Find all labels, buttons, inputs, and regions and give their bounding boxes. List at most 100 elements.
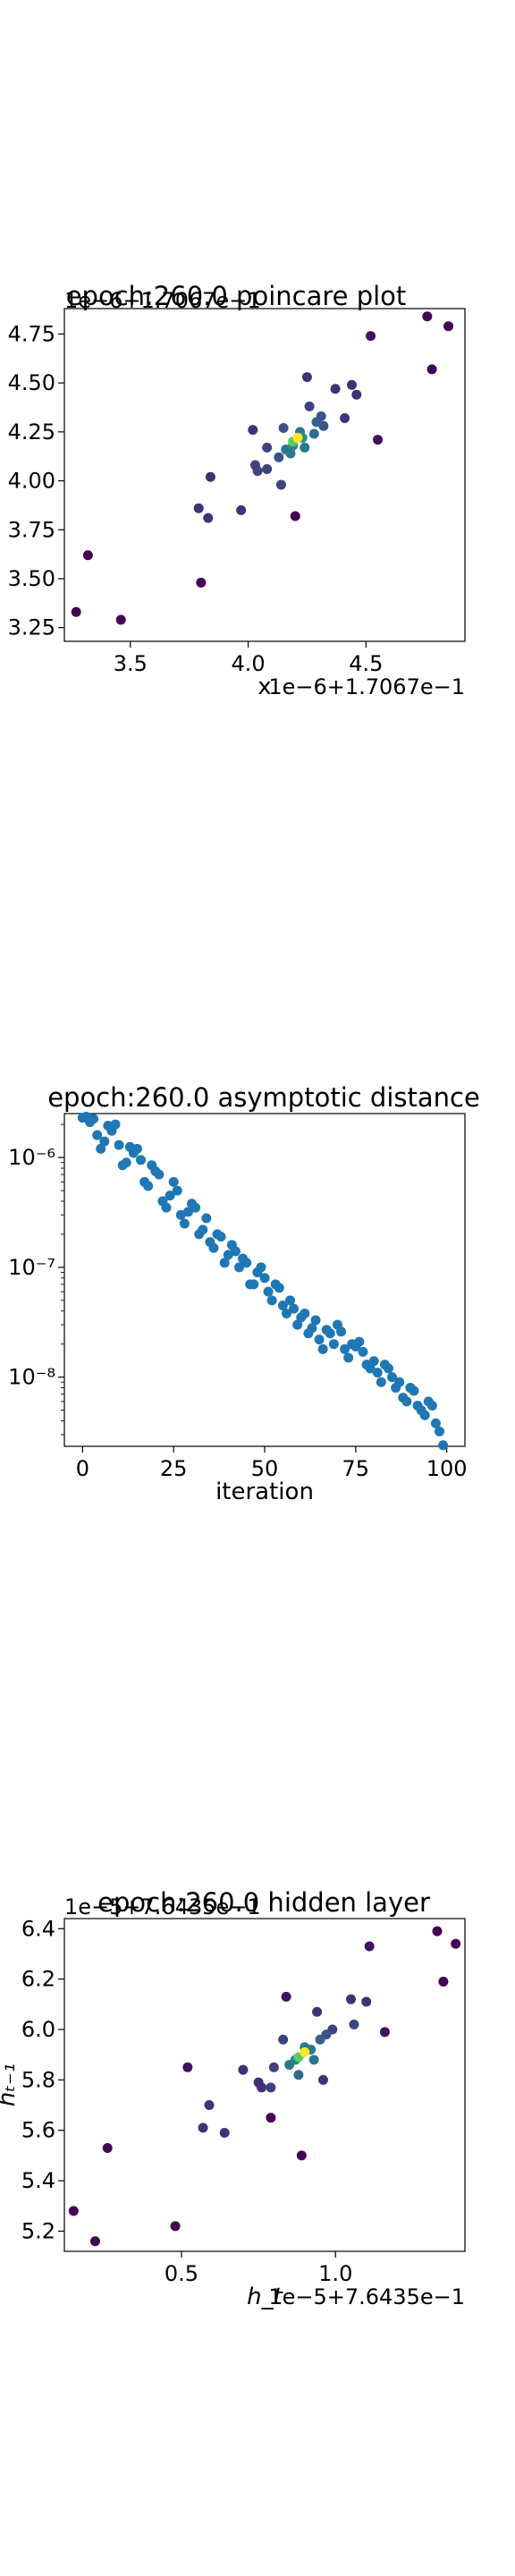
y-tick-label: 10⁻⁸: [8, 1365, 55, 1390]
scatter-point: [443, 321, 454, 332]
y-tick-label: 10⁻⁶: [8, 1145, 55, 1170]
scatter-point: [203, 513, 214, 523]
scatter-point: [293, 2070, 304, 2080]
scatter-point: [354, 1336, 365, 1347]
scatter-point: [196, 577, 207, 588]
hidden-layer-chart: epoch:260.0 hidden layer 1e−5+7.6435e−1 …: [0, 1887, 466, 2310]
scatter-point: [312, 2006, 323, 2017]
scatter-point: [314, 1335, 325, 1345]
scatter-point: [161, 1202, 172, 1213]
scatter-point: [121, 1157, 131, 1168]
scatter-point: [310, 1315, 321, 1326]
scatter-point: [434, 1426, 444, 1436]
scatter-point: [143, 1181, 154, 1191]
poincare-plot-title: epoch:260.0 poincare plot: [66, 281, 407, 311]
scatter-point: [89, 2236, 100, 2247]
y-tick-label: 10⁻⁷: [8, 1255, 55, 1280]
poincare-plot-y-offset-label: 1e−6+1.7067e−1: [64, 288, 261, 313]
poincare-plot-chart: epoch:260.0 poincare plot 1e−6+1.7067e−1…: [8, 281, 466, 700]
hidden-layer-axes-frame: [63, 1918, 466, 2252]
scatter-point: [351, 389, 362, 400]
scatter-point: [102, 2142, 113, 2153]
hidden-layer-x-axis-label: h_t: [247, 2284, 283, 2310]
hidden-layer-ticks: 0.5 1.0 5.2 5.4 5.6 5.8 6.0 6.2 6.4: [21, 1916, 353, 2286]
scatter-point: [343, 1352, 354, 1363]
scatter-point: [205, 471, 215, 482]
scatter-point: [401, 1396, 412, 1407]
scatter-point: [358, 1346, 368, 1357]
scatter-point: [193, 503, 204, 513]
scatter-point: [372, 1368, 383, 1378]
y-tick-label: 4.75: [8, 321, 55, 346]
hidden-layer-y-axis-label: hₜ₋₁: [0, 2063, 21, 2106]
scatter-point: [419, 1410, 430, 1420]
scatter-point: [168, 1176, 179, 1187]
scatter-point: [345, 1994, 356, 2004]
scatter-point: [394, 1377, 405, 1387]
scatter-point: [304, 401, 315, 411]
scatter-point: [409, 1385, 419, 1396]
y-tick-label: 3.50: [8, 566, 55, 591]
scatter-point: [238, 2064, 249, 2075]
scatter-point: [215, 1232, 226, 1242]
scatter-point: [349, 2019, 359, 2029]
scatter-point: [426, 364, 437, 375]
scatter-point: [376, 1377, 386, 1387]
scatter-point: [432, 1926, 443, 1936]
scatter-point: [223, 1250, 233, 1260]
scatter-point: [236, 504, 247, 515]
scatter-point: [366, 331, 376, 342]
scatter-point: [268, 2062, 279, 2072]
asymptotic-distance-ticks: 0 25 50 75 100 10⁻⁸ 10⁻⁷ 10⁻⁶: [8, 1123, 468, 1481]
scatter-point: [190, 1202, 201, 1213]
scatter-point: [266, 2082, 276, 2093]
scatter-point: [170, 2221, 181, 2232]
hidden-layer-x-offset-label: 1e−5+7.6435e−1: [268, 2284, 465, 2309]
scatter-point: [300, 442, 310, 453]
scatter-point: [281, 1308, 291, 1318]
scatter-point: [99, 1136, 110, 1147]
scatter-point: [285, 448, 296, 459]
scatter-point: [266, 2113, 276, 2123]
scatter-point: [198, 2123, 208, 2133]
x-tick-label: 4.0: [231, 651, 265, 676]
scatter-point: [301, 372, 312, 383]
scatter-point: [347, 379, 358, 390]
x-tick-label: 0: [76, 1456, 89, 1481]
scatter-point: [365, 1363, 376, 1374]
y-tick-label: 6.2: [21, 1967, 55, 1992]
scatter-point: [278, 422, 289, 433]
hidden-layer-points: [68, 1926, 461, 2247]
scatter-point: [300, 2046, 310, 2057]
y-tick-label: 5.8: [21, 2067, 55, 2092]
scatter-point: [266, 1295, 277, 1306]
scatter-point: [372, 435, 383, 445]
x-tick-label: 50: [251, 1456, 279, 1481]
poincare-plot-x-offset-label: 1e−6+1.7067e−1: [268, 674, 465, 699]
scatter-point: [383, 1363, 393, 1374]
scatter-point: [68, 2206, 79, 2216]
scatter-point: [259, 1273, 270, 1284]
scatter-point: [364, 1941, 375, 1952]
hidden-layer-title: epoch:260.0 hidden layer: [97, 1887, 430, 1918]
scatter-point: [438, 1976, 449, 1987]
x-tick-label: 1.0: [318, 2261, 352, 2286]
scatter-point: [422, 311, 433, 322]
scatter-point: [277, 1300, 288, 1310]
scatter-point: [110, 1119, 121, 1130]
scatter-point: [336, 1326, 347, 1337]
scatter-point: [92, 1130, 103, 1140]
asymptotic-distance-chart: epoch:260.0 asymptotic distance 0 25 50 75 1…: [8, 1082, 480, 1505]
y-tick-label: 5.6: [21, 2118, 55, 2143]
x-tick-label: 25: [160, 1456, 188, 1481]
scatter-point: [317, 1343, 328, 1354]
scatter-point: [290, 511, 300, 521]
scatter-point: [451, 1938, 461, 1949]
scatter-point: [241, 1258, 252, 1268]
scatter-point: [317, 2074, 328, 2085]
scatter-point: [328, 1339, 339, 1350]
scatter-point: [201, 1213, 212, 1224]
poincare-plot-x-axis-label: x: [258, 674, 271, 700]
scatter-point: [430, 1418, 441, 1428]
scatter-point: [249, 1279, 259, 1290]
